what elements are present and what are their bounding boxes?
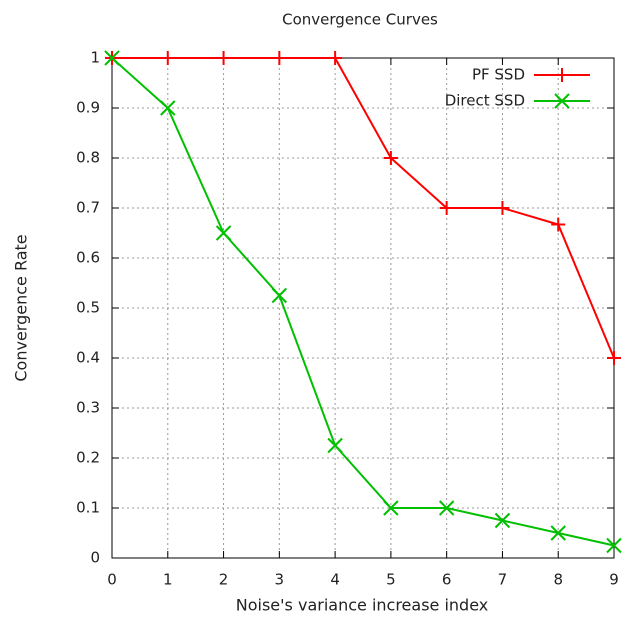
y-tick-label: 0.8 [76, 149, 100, 167]
x-tick-label: 9 [609, 571, 619, 589]
marker [272, 51, 287, 65]
x-tick-label: 8 [553, 571, 563, 589]
series-line [111, 57, 615, 547]
marker [494, 512, 511, 529]
marker [383, 151, 398, 165]
plot-frame [111, 57, 615, 559]
marker [495, 201, 510, 215]
series-line [112, 57, 615, 359]
marker [271, 287, 288, 304]
chart-title: Convergence Curves [282, 11, 438, 29]
marker [327, 437, 343, 454]
y-tick-label: 0.4 [76, 349, 100, 367]
marker [550, 525, 566, 541]
marker [554, 93, 570, 109]
y-tick-label: 0.1 [76, 499, 100, 517]
x-tick-label: 5 [386, 571, 396, 589]
marker [551, 217, 566, 232]
marker [104, 50, 120, 66]
y-tick-label: 0.9 [76, 99, 100, 117]
y-tick-label: 0.5 [76, 299, 100, 317]
y-tick-label: 0.6 [76, 249, 100, 267]
marker [607, 351, 621, 365]
marker [383, 500, 399, 516]
legend-label: Direct SSD [445, 92, 525, 110]
legend-label: PF SSD [472, 66, 525, 84]
marker [160, 100, 176, 116]
x-tick-label: 2 [219, 571, 229, 589]
marker [438, 500, 455, 516]
y-tick-label: 0.3 [76, 399, 100, 417]
marker [160, 51, 175, 65]
marker [555, 68, 569, 82]
y-tick-label: 1 [90, 49, 100, 67]
y-tick-label: 0.2 [76, 449, 100, 467]
x-tick-label: 0 [107, 571, 117, 589]
y-axis-label: Convergence Rate [12, 234, 31, 381]
x-axis-label: Noise's variance increase index [236, 596, 488, 615]
marker [328, 51, 343, 65]
marker [439, 201, 454, 215]
marker [606, 537, 622, 554]
x-tick-label: 7 [498, 571, 508, 589]
x-tick-label: 6 [442, 571, 452, 589]
x-tick-label: 3 [275, 571, 285, 589]
x-tick-label: 1 [163, 571, 173, 589]
y-tick-label: 0.7 [76, 199, 100, 217]
marker [216, 51, 231, 65]
y-tick-label: 0 [90, 549, 100, 567]
x-tick-label: 4 [330, 571, 340, 589]
marker [215, 225, 232, 241]
